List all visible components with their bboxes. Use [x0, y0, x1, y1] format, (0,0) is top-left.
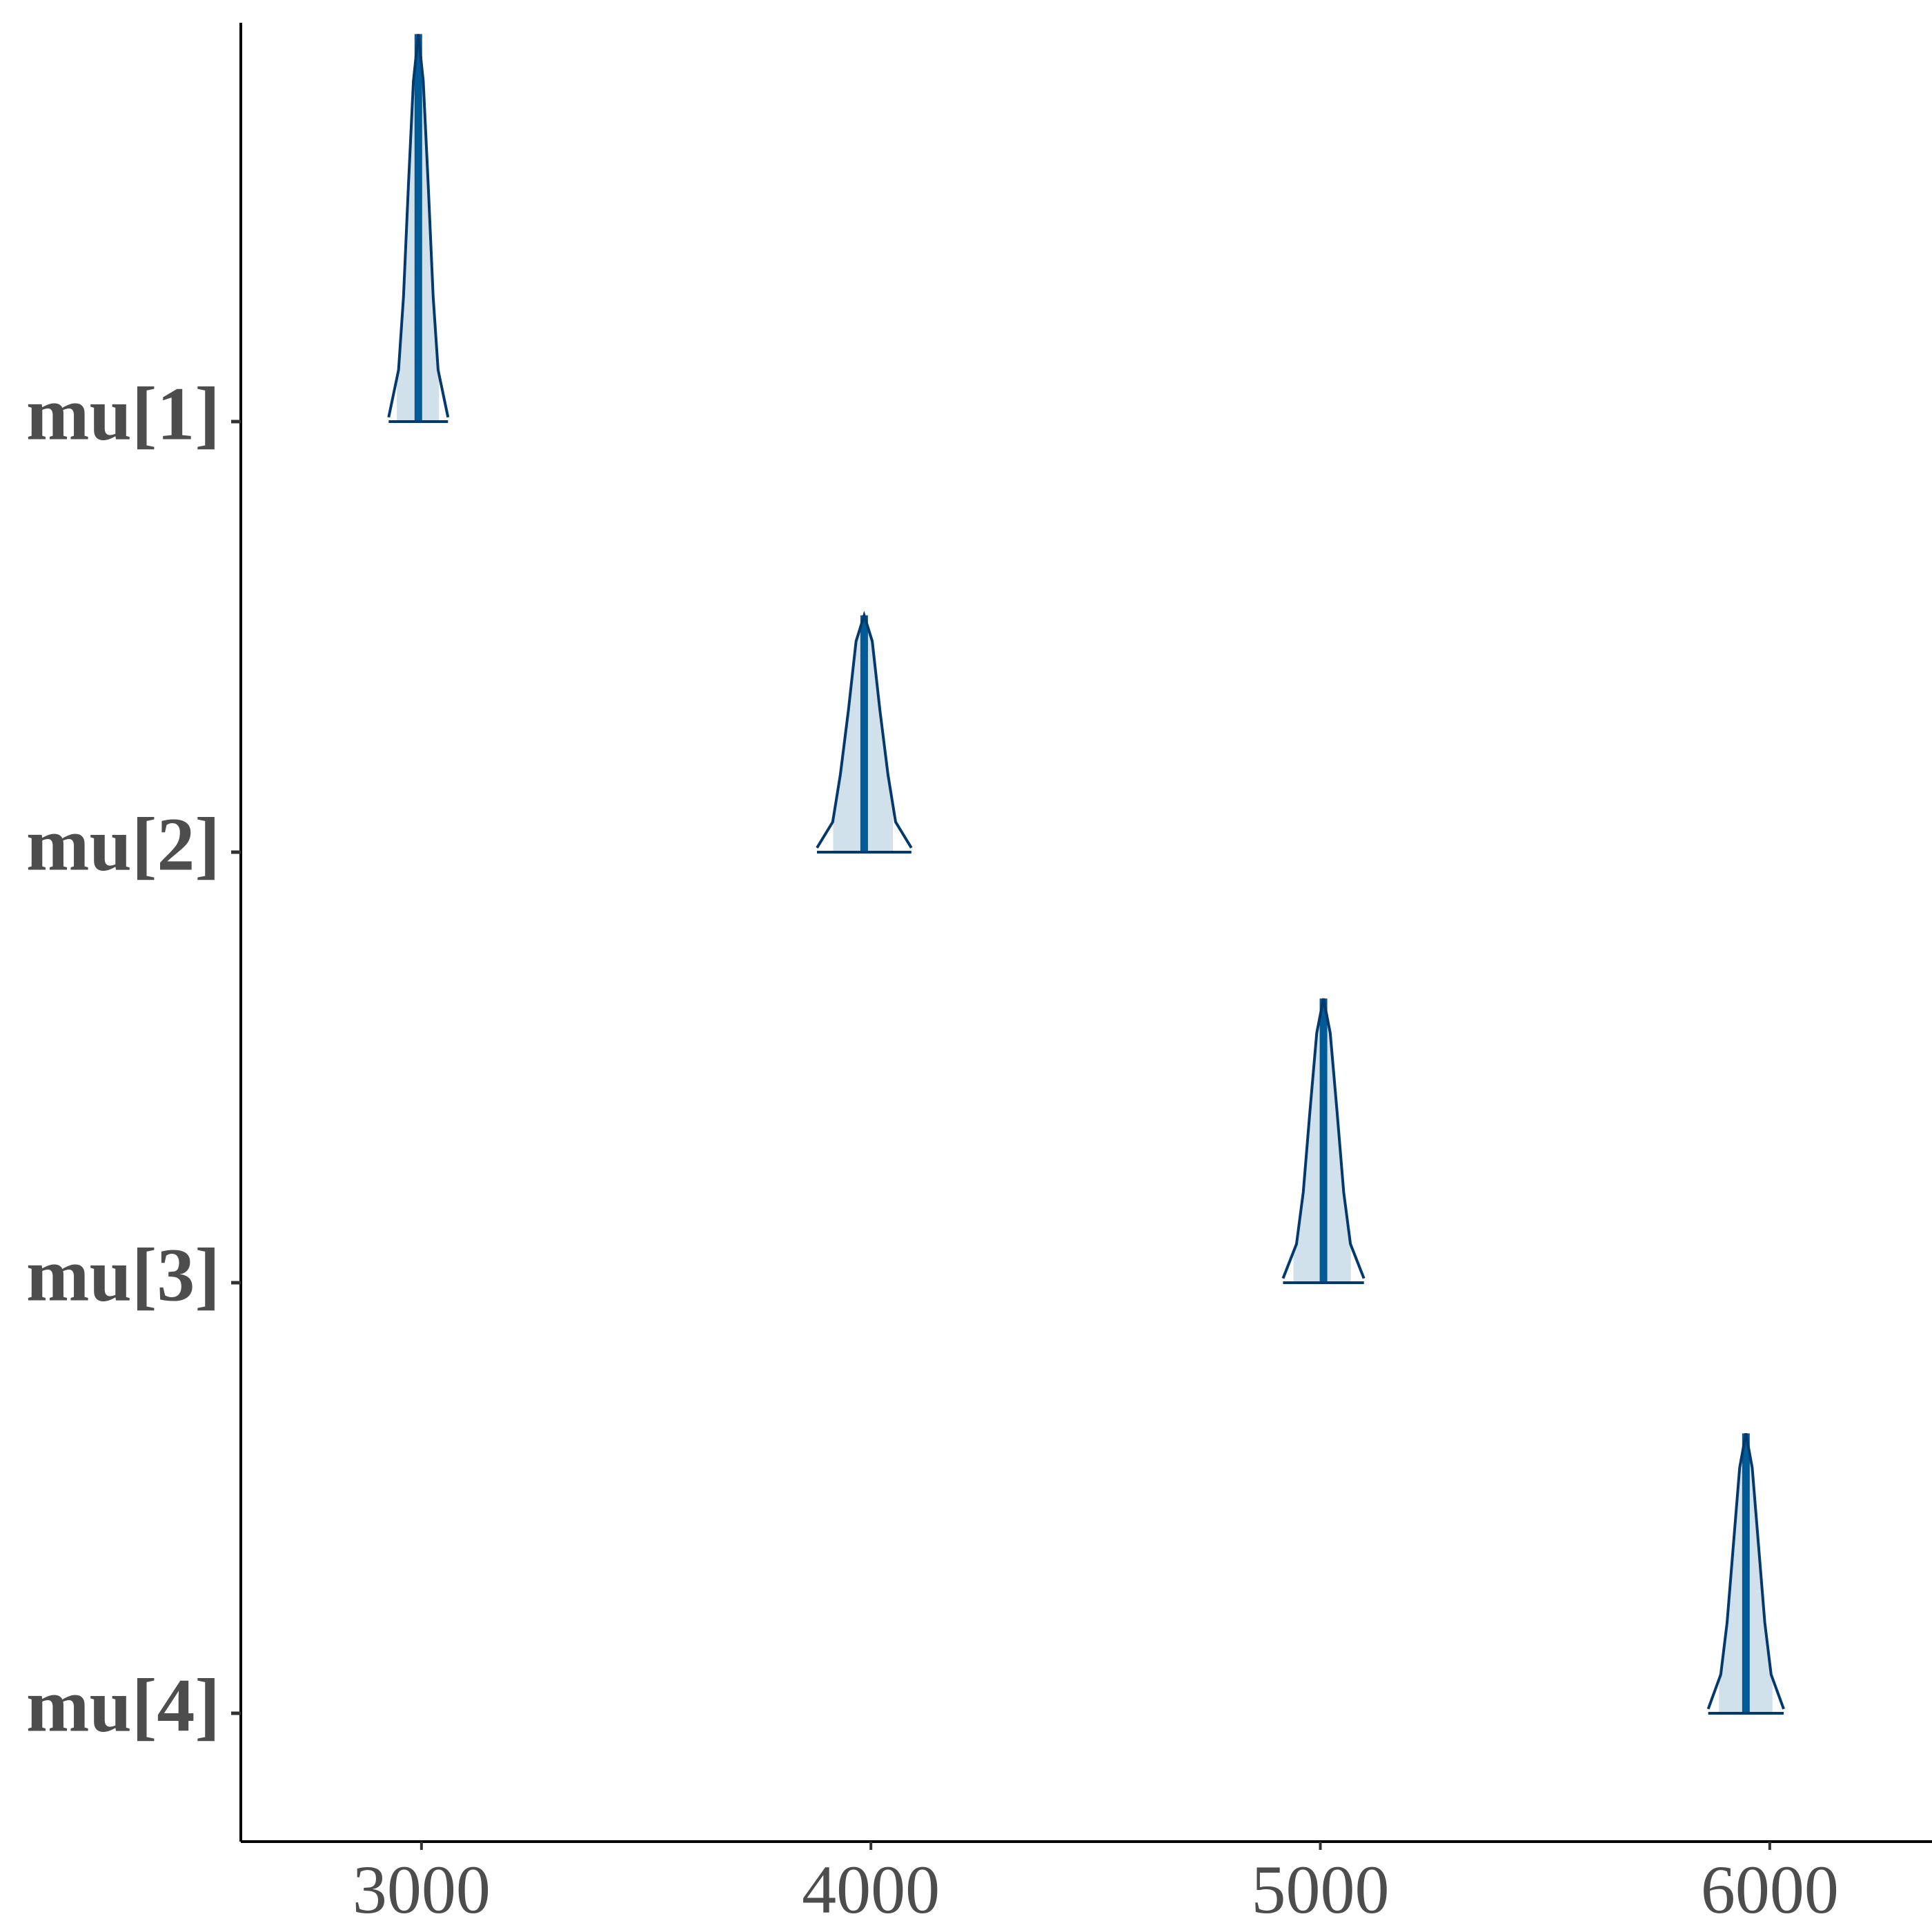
density-curve	[1281, 998, 1366, 1279]
x-tick-label: 6000	[1701, 1851, 1839, 1928]
density-curve	[1706, 1433, 1785, 1710]
y-tick-label: mu[3]	[26, 1232, 220, 1317]
x-tick-label: 3000	[353, 1851, 491, 1928]
y-tick-label: mu[1]	[26, 371, 220, 455]
x-tick-label: 4000	[802, 1851, 940, 1928]
density-curve	[816, 611, 913, 849]
density-curve	[387, 34, 450, 418]
y-tick-label: mu[2]	[26, 802, 220, 886]
x-tick-label: 5000	[1252, 1851, 1390, 1928]
y-tick-label: mu[4]	[26, 1663, 220, 1747]
